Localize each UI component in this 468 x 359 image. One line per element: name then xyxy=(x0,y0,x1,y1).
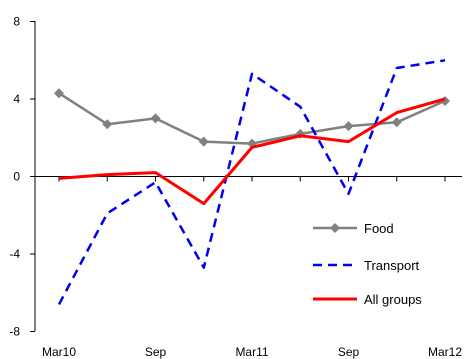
legend-marker xyxy=(330,223,340,233)
data-point-marker xyxy=(343,121,354,132)
data-point-marker xyxy=(150,113,161,124)
legend-label: All groups xyxy=(364,292,422,307)
x-tick-label: Sep xyxy=(338,345,360,359)
x-tick-label: Mar11 xyxy=(235,345,268,359)
legend-label: Transport xyxy=(364,258,420,273)
y-tick-label: 0 xyxy=(13,170,20,184)
y-tick-label: -8 xyxy=(9,325,20,339)
y-tick-label: -4 xyxy=(9,247,20,261)
legend: Food Transport All groups xyxy=(313,221,422,307)
data-point-marker xyxy=(198,136,209,147)
x-tick-label: Mar12 xyxy=(428,345,462,359)
y-tick-label: 8 xyxy=(13,15,20,29)
x-tick-label: Sep xyxy=(145,345,167,359)
x-tick-label: Mar10 xyxy=(42,345,76,359)
data-point-marker xyxy=(54,88,64,99)
legend-label: Food xyxy=(364,221,394,236)
axes: -8 -4 0 4 8 Mar10 Sep Mar11 Sep Mar12 xyxy=(9,15,462,359)
series-line-all-groups xyxy=(58,97,446,206)
series-line-transport xyxy=(57,59,446,305)
data-point-marker xyxy=(391,117,402,128)
series-lines xyxy=(54,59,450,305)
data-point-marker xyxy=(102,119,113,130)
y-tick-label: 4 xyxy=(13,92,20,106)
